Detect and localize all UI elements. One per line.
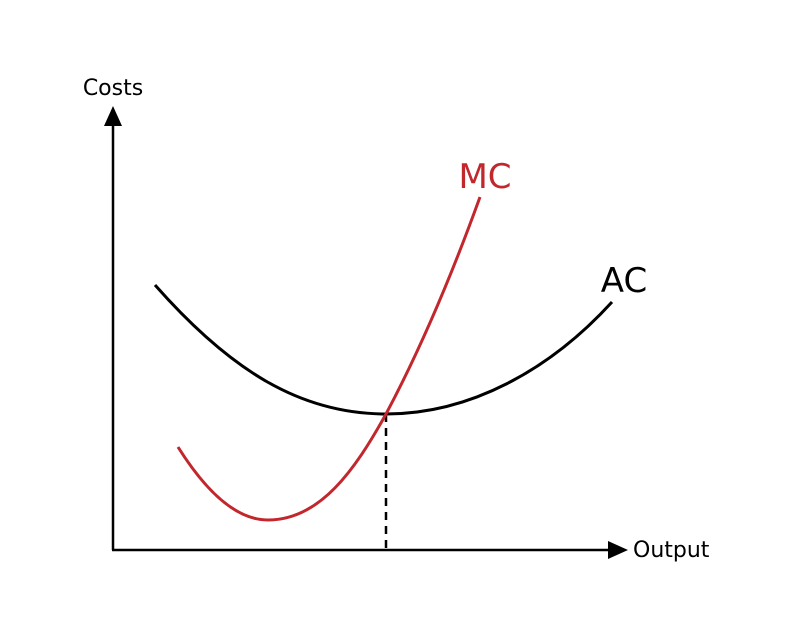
y-axis-arrow: [104, 106, 122, 126]
ac-label: AC: [601, 261, 647, 301]
x-axis-arrow: [608, 541, 628, 559]
y-axis-label: Costs: [83, 76, 143, 101]
x-axis-label: Output: [633, 538, 710, 563]
mc-curve: [176, 196, 482, 522]
mc-label: MC: [458, 157, 511, 197]
